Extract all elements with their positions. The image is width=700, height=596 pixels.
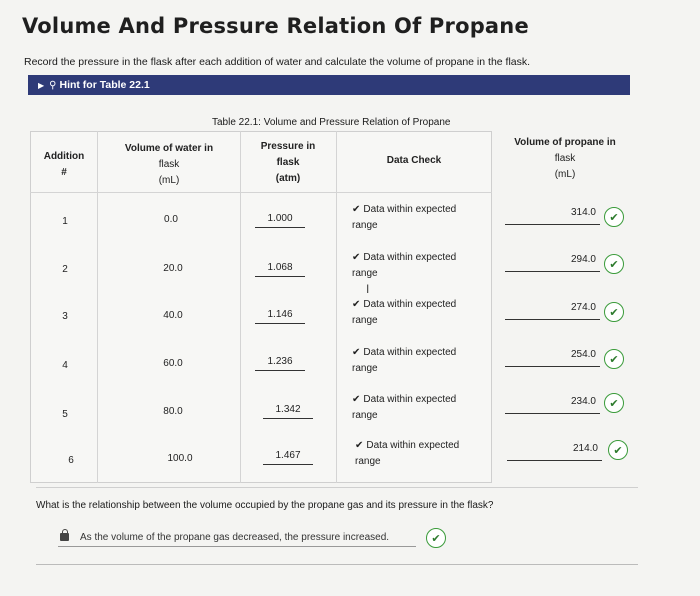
checkmark-icon: ✔	[352, 394, 361, 405]
addition-number: 4	[62, 360, 68, 371]
propane-volume-input[interactable]: 234.0	[505, 396, 600, 414]
water-volume-value: 20.0	[163, 263, 183, 274]
column-divider	[97, 131, 98, 483]
propane-volume-input[interactable]: 314.0	[505, 207, 600, 225]
water-volume-value: 80.0	[163, 406, 183, 417]
pressure-input[interactable]: 1.236	[255, 356, 305, 371]
data-check-status: ✔ Data within expected range	[352, 204, 457, 231]
hint-label: Hint for Table 22.1	[59, 79, 150, 91]
addition-number: 2	[62, 264, 68, 275]
header-addition: Addition #	[43, 151, 85, 178]
pressure-input[interactable]: 1.342	[263, 404, 313, 419]
instruction-text: Record the pressure in the flask after e…	[24, 56, 531, 68]
pressure-input[interactable]: 1.467	[263, 450, 313, 465]
page-title: Volume And Pressure Relation Of Propane	[22, 14, 529, 38]
addition-number: 6	[68, 455, 74, 466]
water-volume-value: 100.0	[167, 453, 193, 464]
correct-check-icon: ✔	[604, 349, 624, 369]
column-divider	[336, 131, 337, 483]
checkmark-icon: ✔	[355, 440, 364, 451]
addition-number: 3	[62, 311, 68, 322]
header-propane-volume: Volume of propane in flask (mL)	[514, 137, 616, 180]
lock-icon	[60, 529, 69, 541]
section-divider	[36, 487, 638, 488]
pressure-input[interactable]: 1.146	[255, 309, 305, 324]
question-text: What is the relationship between the vol…	[36, 500, 494, 511]
checkmark-icon: ✔	[352, 204, 361, 215]
correct-check-icon: ✔	[604, 302, 624, 322]
data-table	[30, 131, 492, 483]
water-volume-value: 60.0	[163, 358, 183, 369]
expand-triangle-icon: ▶	[38, 80, 45, 90]
checkmark-icon: ✔	[352, 347, 361, 358]
correct-check-icon: ✔	[604, 207, 624, 227]
hint-toggle-button[interactable]: ▶ ⚲ Hint for Table 22.1	[28, 75, 630, 95]
correct-check-icon: ✔	[604, 254, 624, 274]
lightbulb-icon: ⚲	[49, 79, 57, 91]
pressure-input[interactable]: 1.068	[255, 262, 305, 277]
pressure-input[interactable]: 1.000	[255, 213, 305, 228]
checkmark-icon: ✔	[352, 299, 361, 310]
checkmark-icon: ✔	[352, 252, 361, 263]
column-divider	[240, 131, 241, 483]
addition-number: 5	[62, 409, 68, 420]
propane-volume-input[interactable]: 254.0	[505, 349, 600, 367]
data-check-status: ✔ Data within expected range	[352, 347, 457, 374]
correct-check-icon: ✔	[426, 528, 446, 548]
header-data-check: Data Check	[386, 155, 442, 166]
correct-check-icon: ✔	[608, 440, 628, 460]
data-check-status: ✔ Data within expected range	[352, 252, 457, 279]
section-divider	[36, 564, 638, 565]
answer-field[interactable]: As the volume of the propane gas decreas…	[58, 530, 416, 547]
data-check-status: ✔ Data within expected range	[352, 299, 457, 326]
header-pressure: Pressure in flask (atm)	[260, 141, 316, 184]
table-caption: Table 22.1: Volume and Pressure Relation…	[212, 117, 451, 128]
correct-check-icon: ✔	[604, 393, 624, 413]
addition-number: 1	[62, 216, 68, 227]
data-check-status: ✔ Data within expected range	[355, 440, 460, 467]
propane-volume-input[interactable]: 214.0	[507, 443, 602, 461]
propane-volume-input[interactable]: 274.0	[505, 302, 600, 320]
header-water-volume: Volume of water in flask (mL)	[124, 143, 214, 186]
water-volume-value: 0.0	[164, 214, 178, 225]
data-check-status: ✔ Data within expected range	[352, 394, 457, 421]
text-cursor-icon: I	[366, 282, 370, 296]
propane-volume-input[interactable]: 294.0	[505, 254, 600, 272]
water-volume-value: 40.0	[163, 310, 183, 321]
header-divider	[30, 192, 492, 193]
